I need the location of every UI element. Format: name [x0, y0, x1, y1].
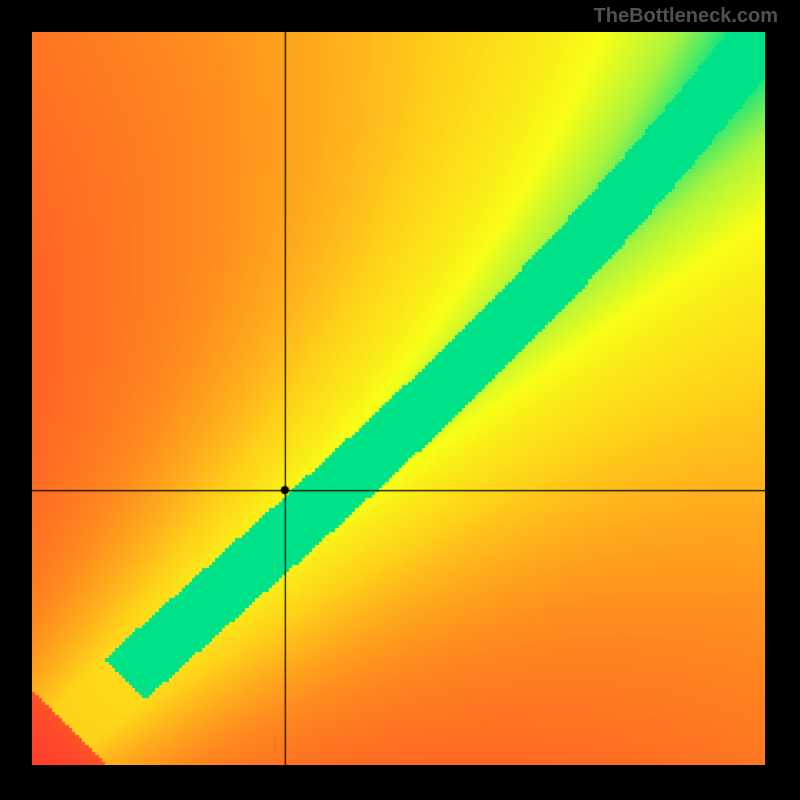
attribution-label: TheBottleneck.com [594, 5, 778, 28]
chart-outer-frame: TheBottleneck.com [0, 0, 800, 800]
heatmap-plot-area [32, 32, 765, 765]
heatmap-canvas [32, 32, 765, 765]
